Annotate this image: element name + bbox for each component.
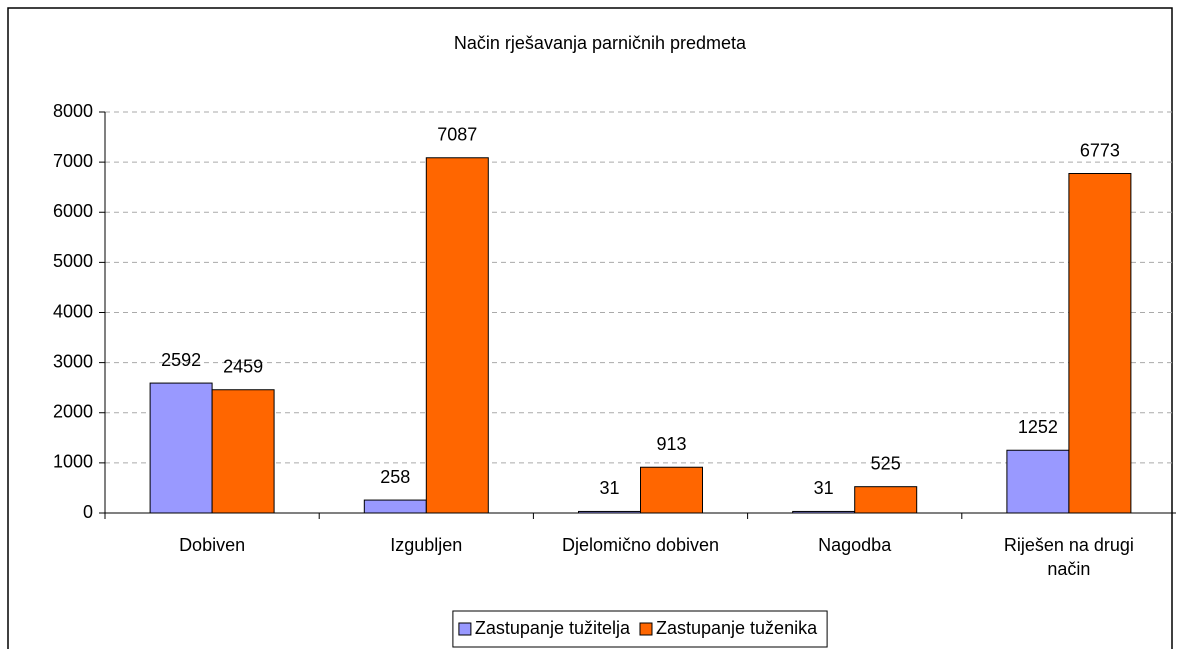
- legend-swatch: [458, 622, 472, 636]
- y-tick-label: 0: [83, 502, 93, 522]
- value-label: 913: [656, 434, 686, 454]
- value-label: 2459: [223, 356, 263, 376]
- chart-title: Način rješavanja parničnih predmeta: [454, 33, 747, 53]
- legend: Zastupanje tužitelja Zastupanje tuženika: [452, 610, 828, 648]
- value-label: 31: [599, 478, 619, 498]
- y-tick-label: 6000: [53, 201, 93, 221]
- value-label: 7087: [437, 125, 477, 145]
- legend-swatch: [639, 622, 653, 636]
- bar: [363, 499, 427, 514]
- bar: [578, 510, 641, 514]
- bar: [854, 486, 918, 514]
- legend-label: Zastupanje tuženika: [656, 618, 818, 638]
- value-label: 525: [871, 453, 901, 473]
- y-tick-label: 5000: [53, 251, 93, 271]
- y-tick-label: 4000: [53, 301, 93, 321]
- x-tick-label-box: Riješen na drugi način: [1003, 535, 1134, 579]
- x-tick-label-box: Djelomično dobiven: [561, 535, 720, 555]
- legend-label: Zastupanje tužitelja: [475, 618, 631, 638]
- bar: [792, 510, 856, 514]
- value-label: 1252: [1018, 417, 1058, 437]
- value-label: 258: [380, 467, 410, 487]
- x-tick-label: Dobiven: [179, 535, 246, 555]
- x-tick-label-box: Izgubljen: [390, 535, 463, 555]
- chart-frame: [7, 7, 1173, 649]
- bar: [149, 382, 213, 514]
- value-label: 31: [814, 478, 834, 498]
- bar: [1006, 449, 1070, 514]
- x-tick-label: Djelomično dobiven: [561, 535, 720, 555]
- x-tick-label-box: Nagodba: [818, 535, 892, 555]
- y-tick-label: 8000: [53, 101, 93, 121]
- y-tick-label: 3000: [53, 351, 93, 371]
- x-tick-label: Nagodba: [818, 535, 892, 555]
- y-tick-label: 1000: [53, 452, 93, 472]
- y-tick-label: 7000: [53, 151, 93, 171]
- value-label: 2592: [161, 350, 201, 370]
- x-tick-label-box: Dobiven: [179, 535, 246, 555]
- x-tick-label: Izgubljen: [390, 535, 463, 555]
- x-tick-label: Riješen na drugi način: [1003, 535, 1134, 579]
- bar: [425, 157, 489, 514]
- value-label: 6773: [1080, 140, 1120, 160]
- y-tick-label: 2000: [53, 402, 93, 422]
- bar: [1068, 173, 1132, 514]
- bar: [640, 466, 703, 514]
- bar: [211, 389, 275, 514]
